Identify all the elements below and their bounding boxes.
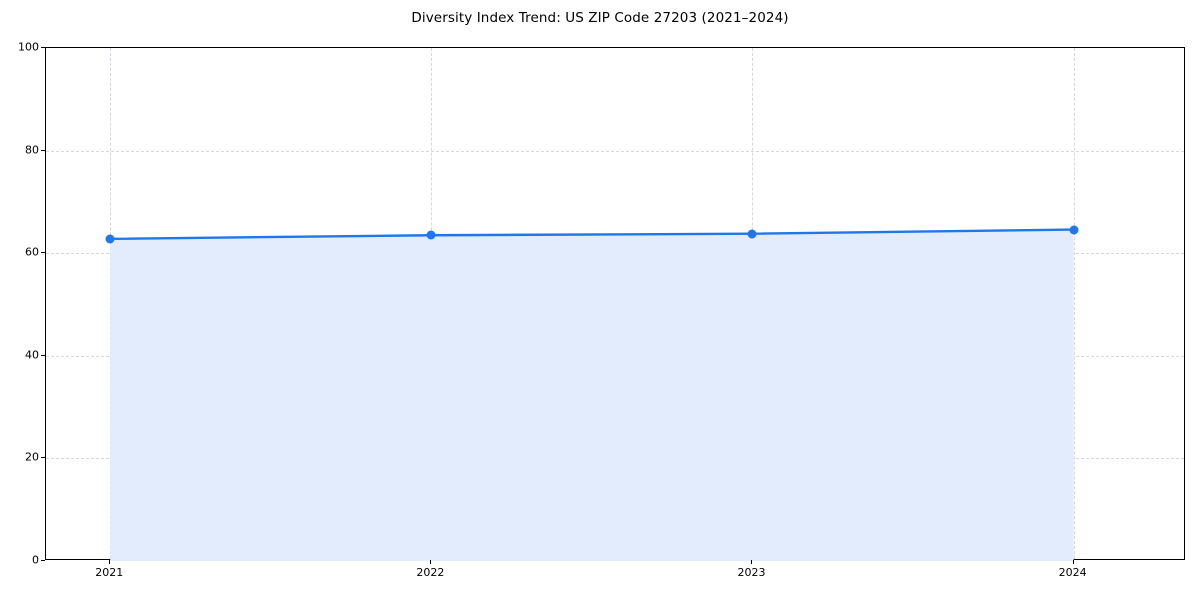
area-fill bbox=[110, 229, 1074, 561]
plot-area bbox=[45, 47, 1185, 561]
y-axis-tick-label: 20 bbox=[25, 450, 39, 464]
series-line bbox=[109, 228, 1075, 241]
gridline-vertical bbox=[1073, 48, 1075, 559]
y-axis-tick-mark bbox=[41, 560, 45, 561]
gridline-horizontal bbox=[46, 150, 1184, 152]
y-axis-tick-label: 0 bbox=[32, 553, 39, 567]
x-axis-tick-label: 2022 bbox=[416, 566, 445, 579]
y-axis-tick-label: 60 bbox=[25, 245, 39, 259]
area-fill-layer bbox=[46, 48, 1184, 561]
x-axis-tick-label: 2021 bbox=[95, 566, 124, 579]
data-point-marker[interactable] bbox=[105, 234, 115, 244]
data-point-marker[interactable] bbox=[747, 229, 757, 239]
y-axis-tick-label: 80 bbox=[25, 143, 39, 157]
line-series-layer bbox=[46, 48, 1184, 559]
data-point-marker[interactable] bbox=[1069, 225, 1079, 235]
x-axis-tick-label: 2024 bbox=[1058, 566, 1087, 579]
data-point-markers bbox=[46, 48, 1184, 559]
y-axis-tick-label: 100 bbox=[18, 40, 39, 54]
y-axis-tick-label: 40 bbox=[25, 348, 39, 362]
x-axis-tick-label: 2023 bbox=[737, 566, 766, 579]
chart-title: Diversity Index Trend: US ZIP Code 27203… bbox=[411, 10, 789, 26]
data-point-marker[interactable] bbox=[426, 230, 436, 240]
